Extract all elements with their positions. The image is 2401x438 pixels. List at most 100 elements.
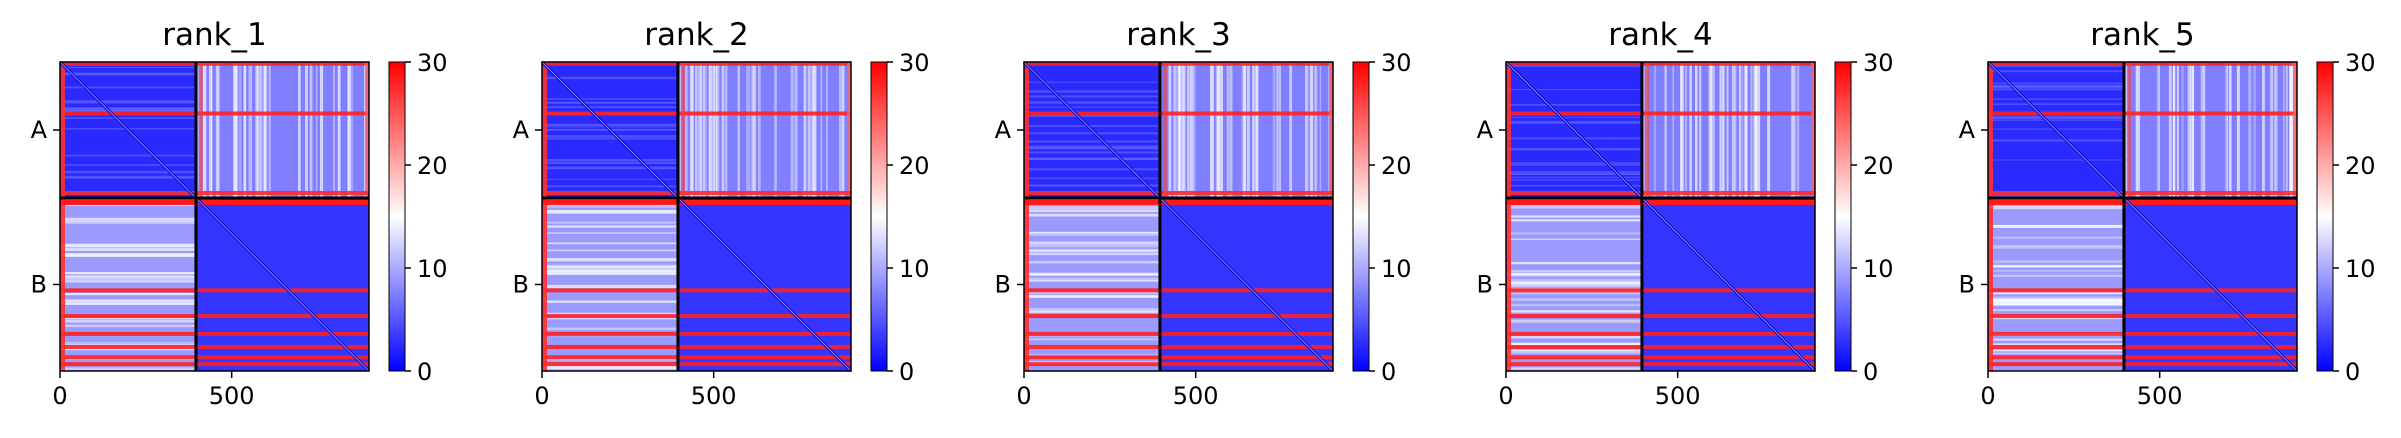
texture-stripe [1506, 335, 1642, 339]
texture-stripe [1988, 274, 2124, 277]
texture-stripe [1024, 114, 1160, 117]
texture-stripe [1024, 294, 1160, 298]
texture-stripe [208, 62, 212, 198]
block-A-B [1159, 62, 1333, 198]
high-error-band [198, 62, 203, 198]
texture-stripe [2226, 62, 2229, 198]
texture-stripe [1215, 62, 1218, 198]
texture-stripe [542, 161, 678, 165]
texture-stripe [1024, 294, 1160, 298]
texture-stripe [1506, 162, 1642, 164]
texture-stripe [1319, 62, 1322, 198]
texture-stripe [60, 367, 196, 371]
texture-stripe [305, 62, 308, 198]
texture-stripe [1024, 106, 1160, 108]
texture-stripe [1506, 89, 1642, 91]
texture-stripe [1024, 231, 1160, 234]
texture-stripe [1988, 205, 2124, 210]
colorbar-tick-label: 0 [899, 358, 914, 386]
texture-stripe [1988, 265, 2124, 267]
texture-stripe [2228, 62, 2232, 198]
colorbar-tick-label: 30 [417, 49, 448, 77]
high-error-band [680, 62, 685, 198]
texture-stripe [725, 62, 728, 198]
heatmap-frame [1023, 61, 1334, 372]
texture-stripe [255, 62, 259, 198]
texture-stripe [542, 102, 678, 104]
texture-stripe [542, 126, 678, 128]
texture-stripe [542, 317, 678, 320]
texture-stripe [2224, 62, 2228, 198]
block-A-B [2123, 62, 2297, 198]
colorbar-tick-label: 10 [1863, 255, 1894, 283]
texture-stripe [215, 62, 220, 198]
texture-stripe [309, 62, 313, 198]
texture-stripe [1506, 367, 1642, 370]
texture-stripe [1988, 82, 2124, 85]
texture-stripe [774, 62, 777, 198]
texture-stripe [1988, 119, 2124, 121]
texture-stripe [753, 62, 757, 198]
texture-stripe [256, 62, 260, 198]
texture-stripe [542, 210, 678, 214]
texture-stripe [60, 154, 196, 157]
texture-stripe [1719, 62, 1722, 198]
texture-stripe [2176, 62, 2179, 198]
texture-stripe [60, 303, 196, 306]
texture-stripe [542, 272, 678, 275]
texture-stripe [1757, 62, 1761, 198]
high-error-band [60, 314, 369, 319]
texture-stripe [1278, 62, 1282, 198]
texture-stripe [542, 137, 678, 140]
heatmap-frame [1505, 61, 1816, 372]
texture-stripe [2181, 62, 2184, 198]
texture-stripe [1506, 283, 1642, 287]
high-error-band [847, 62, 851, 198]
texture-stripe [1506, 215, 1642, 218]
texture-stripe [349, 62, 354, 198]
high-error-band [1506, 111, 1815, 116]
texture-stripe [1988, 85, 2124, 88]
texture-stripe [244, 62, 247, 198]
texture-stripe [1793, 62, 1796, 198]
texture-stripe [2282, 62, 2285, 198]
texture-stripe [202, 62, 207, 198]
high-error-band [1988, 61, 2297, 66]
texture-stripe [1740, 62, 1744, 198]
texture-stripe [542, 168, 678, 170]
texture-stripe [1506, 343, 1642, 346]
texture-stripe [1024, 241, 1160, 245]
texture-stripe [1187, 62, 1191, 198]
chain-label-B: B [995, 270, 1011, 298]
texture-stripe [1988, 116, 2124, 118]
texture-stripe [1209, 62, 1213, 198]
texture-stripe [2289, 62, 2293, 198]
texture-stripe [2156, 62, 2160, 198]
texture-stripe [1190, 62, 1192, 198]
texture-stripe [2135, 62, 2139, 198]
texture-stripe [1988, 139, 2124, 142]
texture-stripe [60, 117, 196, 119]
chain-label-B: B [31, 270, 47, 298]
texture-stripe [542, 327, 678, 331]
texture-stripe [1254, 62, 1257, 198]
texture-stripe [1226, 62, 1229, 198]
texture-stripe [542, 225, 678, 228]
texture-stripe [542, 365, 678, 369]
texture-stripe [1310, 62, 1314, 198]
texture-stripe [1024, 177, 1160, 179]
high-error-band [1988, 288, 2297, 293]
texture-stripe [737, 62, 740, 198]
texture-stripe [202, 62, 207, 198]
texture-stripe [60, 218, 196, 221]
texture-stripe [1272, 62, 1276, 198]
texture-stripe [1024, 125, 1160, 127]
texture-stripe [1506, 232, 1642, 235]
high-error-band [1024, 331, 1333, 336]
texture-stripe [233, 62, 237, 198]
chain-label-A: A [995, 116, 1012, 144]
colorbar-tick-label: 0 [1863, 358, 1878, 386]
texture-stripe [542, 242, 678, 245]
diagonal-highlight [541, 61, 852, 372]
heatmap-panel-4: rank_4 0 500 A B 0 10 20 30 [1477, 17, 1894, 410]
